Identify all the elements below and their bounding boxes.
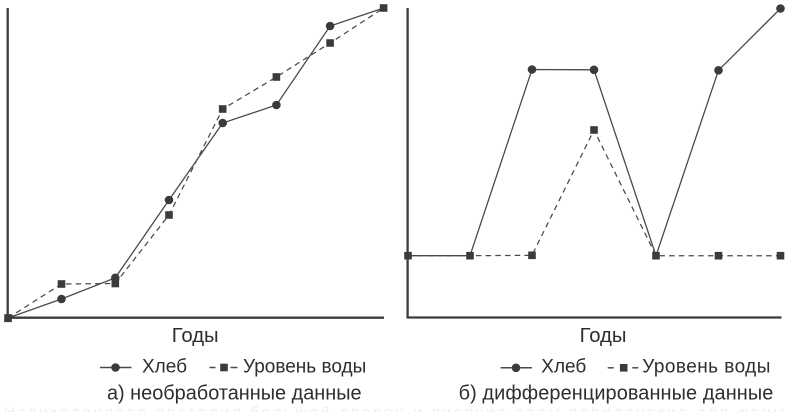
svg-text:Годы: Годы (580, 325, 627, 347)
svg-text:а) необработанные данные: а) необработанные данные (107, 383, 362, 405)
svg-text:Хлеб: Хлеб (142, 356, 187, 377)
svg-text:Уровень воды: Уровень воды (642, 357, 771, 378)
svg-text:б) дифференцированные данные: б) дифференцированные данные (459, 383, 774, 405)
svg-text:Хлеб: Хлеб (541, 357, 586, 378)
svg-text:Уровень воды: Уровень воды (243, 356, 366, 377)
svg-text:Годы: Годы (172, 325, 219, 347)
